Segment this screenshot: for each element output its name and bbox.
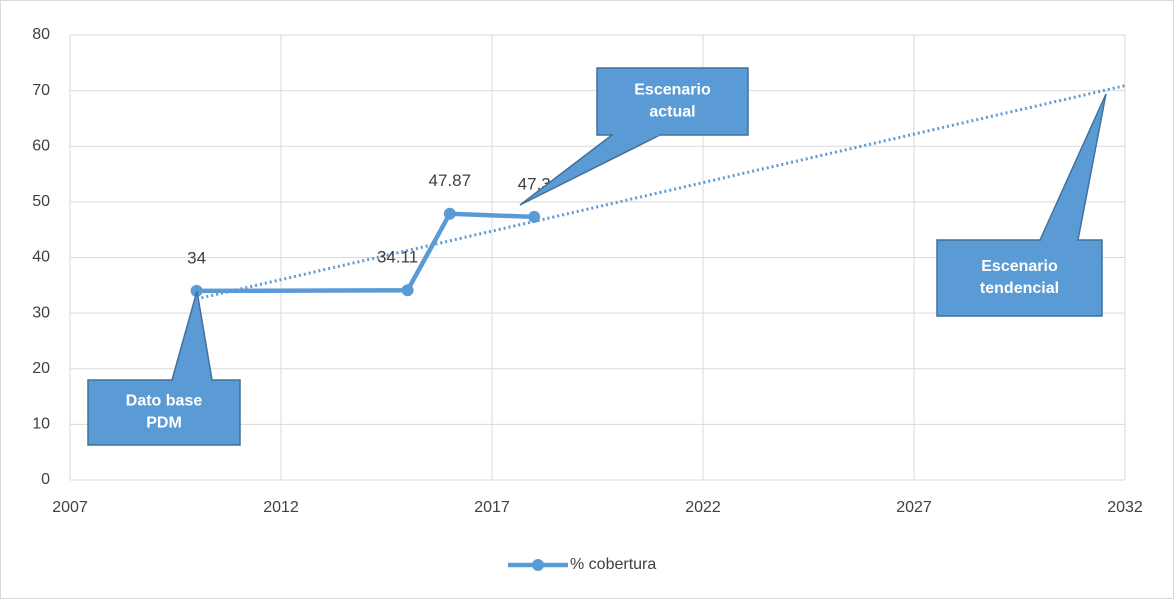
- y-tick-label: 80: [32, 26, 50, 43]
- series-line: [196, 211, 535, 294]
- x-tick-label: 2022: [685, 499, 721, 516]
- y-tick-label: 0: [41, 471, 50, 488]
- data-label: 47.87: [429, 171, 472, 190]
- callout-box: [596, 67, 749, 136]
- x-tick-label: 2027: [896, 499, 932, 516]
- callout-text: Escenario: [634, 82, 711, 99]
- point: [528, 210, 541, 223]
- callout-box: [87, 379, 241, 446]
- x-tick-label: 2032: [1107, 499, 1143, 516]
- legend-label: % cobertura: [570, 556, 656, 573]
- y-tick-label: 20: [32, 360, 50, 377]
- data-label: 34.11: [377, 248, 418, 267]
- point: [443, 207, 456, 220]
- legend-marker: [532, 559, 544, 571]
- y-tick-label: 50: [32, 193, 50, 210]
- trendline: [196, 84, 1126, 301]
- y-tick-label: 60: [32, 137, 50, 154]
- callout-text: tendencial: [980, 280, 1059, 297]
- point: [401, 284, 414, 297]
- callout: Escenario tendencial: [936, 93, 1107, 317]
- callout: Escenario actual: [519, 67, 749, 206]
- y-tick-label: 10: [32, 416, 50, 433]
- callout-box: [936, 239, 1103, 317]
- data-label: 34: [187, 248, 206, 267]
- callout: Dato base PDM: [87, 290, 241, 446]
- callout-text: Dato base: [126, 393, 203, 410]
- callout-text: Escenario: [981, 258, 1058, 275]
- x-tick-label: 2007: [52, 499, 88, 516]
- x-tick-label: 2012: [263, 499, 299, 516]
- y-tick-label: 40: [32, 249, 50, 266]
- callout-text: PDM: [146, 415, 182, 432]
- y-tick-label: 70: [32, 82, 50, 99]
- y-tick-label: 30: [32, 304, 50, 321]
- x-tick-label: 2017: [474, 499, 510, 516]
- callout-text: actual: [649, 104, 695, 121]
